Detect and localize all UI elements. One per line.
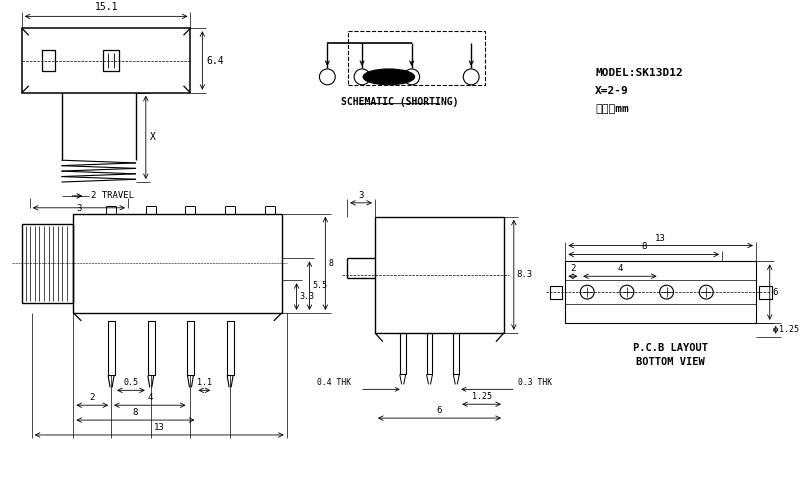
Text: X=2-9: X=2-9: [595, 86, 629, 96]
Text: 8.3: 8.3: [517, 270, 533, 279]
Text: P.C.B LAYOUT
BOTTOM VIEW: P.C.B LAYOUT BOTTOM VIEW: [633, 343, 708, 367]
Text: 8: 8: [328, 259, 334, 268]
Text: 15.1: 15.1: [94, 2, 118, 12]
Text: 4: 4: [618, 264, 622, 273]
Bar: [759, 286, 772, 299]
Bar: [400, 333, 406, 374]
Text: 2: 2: [90, 393, 95, 402]
Text: 1.1: 1.1: [197, 378, 212, 387]
Bar: [22, 224, 74, 303]
Text: 0.4 THK: 0.4 THK: [318, 378, 351, 387]
Bar: [103, 49, 119, 72]
Bar: [42, 49, 54, 72]
Text: 13: 13: [154, 423, 165, 432]
Bar: [108, 321, 115, 375]
Text: 8: 8: [641, 242, 646, 252]
Text: 4: 4: [147, 393, 153, 402]
Bar: [148, 321, 154, 375]
Text: SCHEMATIC (SHORTING): SCHEMATIC (SHORTING): [341, 96, 458, 107]
Text: X: X: [150, 132, 156, 143]
Ellipse shape: [363, 69, 414, 85]
Bar: [74, 214, 282, 313]
Text: 6.4: 6.4: [206, 56, 224, 65]
Bar: [566, 262, 756, 323]
Bar: [426, 333, 433, 374]
Text: 1.25: 1.25: [471, 392, 491, 401]
Text: 6: 6: [773, 288, 778, 297]
Text: 3: 3: [76, 204, 82, 213]
Bar: [22, 28, 190, 93]
Text: 2 TRAVEL: 2 TRAVEL: [91, 192, 134, 201]
Text: 0.5: 0.5: [123, 378, 138, 387]
Text: 1.25: 1.25: [778, 325, 798, 334]
Bar: [187, 321, 194, 375]
Text: 3.3: 3.3: [299, 292, 314, 301]
Text: 8: 8: [133, 408, 138, 417]
Bar: [454, 333, 459, 374]
Bar: [348, 31, 485, 85]
Bar: [550, 286, 562, 299]
Text: 5.5: 5.5: [313, 281, 327, 290]
Text: 6: 6: [437, 406, 442, 415]
Text: 单位：mm: 单位：mm: [595, 104, 629, 114]
Text: MODEL:SK13D12: MODEL:SK13D12: [595, 68, 683, 78]
Text: 2: 2: [570, 264, 575, 273]
Text: 13: 13: [655, 234, 666, 242]
Text: 0.3 THK: 0.3 THK: [518, 378, 552, 387]
Text: 3: 3: [358, 191, 364, 200]
Bar: [375, 217, 504, 333]
Bar: [227, 321, 234, 375]
